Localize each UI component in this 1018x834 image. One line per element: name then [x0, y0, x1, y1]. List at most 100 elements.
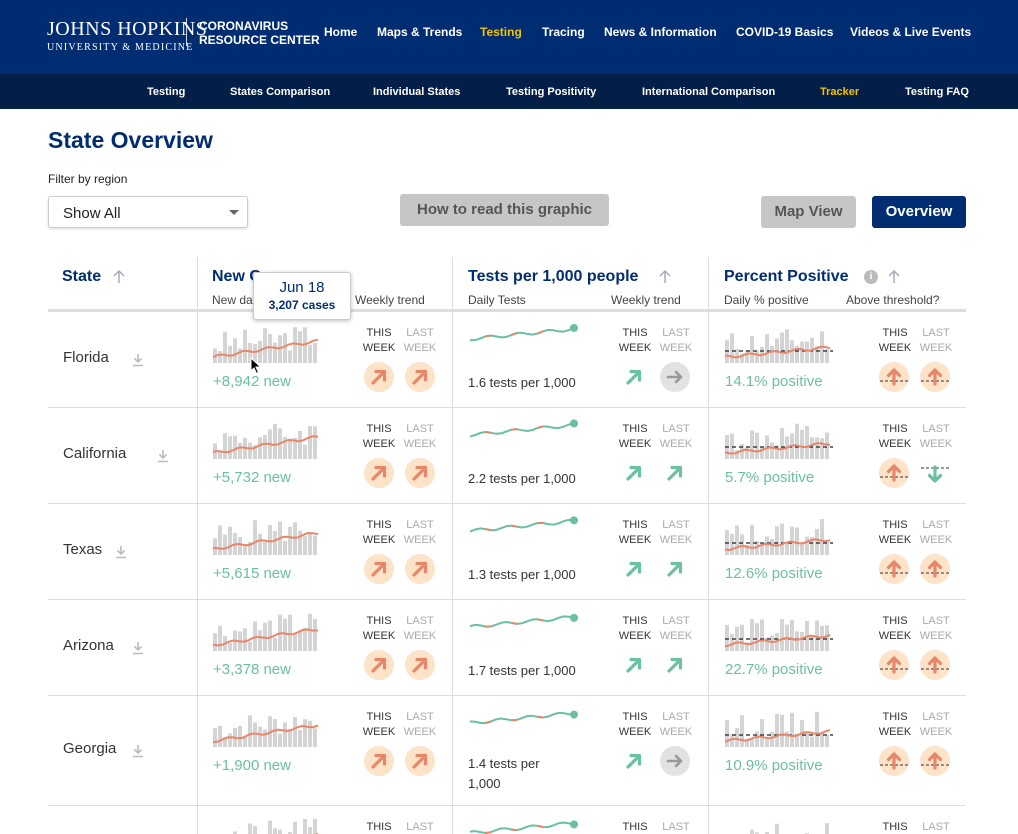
logo-line-1: JOHNS HOPKINS: [47, 18, 208, 40]
sparkline-bar: [770, 538, 774, 555]
threshold-above-badge: [920, 554, 950, 584]
overview-button[interactable]: Overview: [872, 196, 966, 228]
diagonal-up-arrow-icon: [371, 369, 387, 385]
sparkline-bar: [228, 345, 232, 363]
last-week-label: LAST WEEK: [403, 518, 437, 548]
last-week-label: LAST WEEK: [659, 710, 693, 740]
sparkline-bar: [298, 730, 302, 747]
nav-news-information[interactable]: News & Information: [604, 25, 717, 39]
last-week-line1: LAST: [662, 423, 690, 435]
col-header-state[interactable]: State: [62, 268, 102, 285]
subnav-testing-faq[interactable]: Testing FAQ: [905, 86, 969, 98]
tests-per-1000-value: 1.7 tests per 1,000: [468, 663, 576, 678]
sort-arrow-icon[interactable]: [659, 270, 671, 284]
tests-sparkline-chart[interactable]: [468, 607, 580, 637]
col-header-percent-positive[interactable]: Percent Positive: [724, 268, 849, 285]
last-week-label: LAST WEEK: [403, 326, 437, 356]
daily-sparkline-chart[interactable]: [213, 613, 321, 653]
sparkline-bar: [820, 519, 824, 555]
resource-center-logo[interactable]: CORONAVIRUS RESOURCE CENTER: [199, 19, 320, 47]
nav-videos-live-events[interactable]: Videos & Live Events: [850, 25, 972, 39]
nav-home[interactable]: Home: [324, 25, 358, 39]
download-icon[interactable]: [132, 353, 144, 367]
this-week-line1: THIS: [366, 423, 392, 435]
daily-sparkline-chart[interactable]: [213, 819, 321, 834]
tests-sparkline-chart[interactable]: [468, 415, 580, 445]
col-header-new-cases[interactable]: New C: [212, 268, 261, 285]
this-week-line2: WEEK: [618, 342, 652, 354]
info-icon[interactable]: i: [864, 270, 878, 284]
jhu-logo[interactable]: JOHNS HOPKINS UNIVERSITY & MEDICINE: [47, 18, 207, 53]
map-view-button[interactable]: Map View: [761, 196, 856, 228]
tests-trend-segment: [511, 621, 517, 625]
this-week-line2: WEEK: [362, 342, 396, 354]
last-week-line2: WEEK: [919, 726, 953, 738]
nav-covid-basics[interactable]: COVID-19 Basics: [736, 25, 834, 39]
tests-per-1000-value: 2.2 tests per 1,000: [468, 471, 576, 486]
sparkline-bar: [218, 726, 222, 747]
download-icon[interactable]: [132, 641, 144, 655]
sparkline-bar: [740, 353, 744, 363]
download-icon[interactable]: [115, 545, 127, 559]
subnav-international-comparison[interactable]: International Comparison: [642, 86, 776, 98]
row-divider: [48, 503, 966, 504]
sparkline-bar: [815, 437, 819, 459]
region-select[interactable]: Show All: [48, 196, 248, 228]
last-week-line1: LAST: [662, 615, 690, 627]
download-icon[interactable]: [132, 744, 144, 758]
daily-sparkline-chart[interactable]: [213, 325, 321, 365]
nav-tracing[interactable]: Tracing: [542, 25, 585, 39]
subnav-testing-positivity[interactable]: Testing Positivity: [506, 86, 597, 98]
subnav-tracker[interactable]: Tracker: [820, 86, 860, 98]
sparkline-bar: [248, 641, 252, 651]
nav-testing[interactable]: Testing: [480, 25, 522, 39]
col-header-tests[interactable]: Tests per 1,000 people: [468, 268, 639, 285]
sort-arrow-icon[interactable]: [113, 270, 125, 284]
daily-sparkline-chart[interactable]: [725, 709, 833, 749]
state-name[interactable]: Florida: [63, 349, 109, 366]
how-to-read-button[interactable]: How to read this graphic: [400, 194, 609, 226]
row-divider: [48, 695, 966, 696]
daily-sparkline-chart[interactable]: [725, 517, 833, 557]
nav-maps-trends[interactable]: Maps & Trends: [377, 25, 463, 39]
daily-sparkline-chart[interactable]: [213, 517, 321, 557]
state-name[interactable]: Texas: [63, 541, 103, 558]
sparkline-bar: [288, 438, 292, 459]
sparkline-bar: [248, 823, 252, 834]
tests-sparkline-chart[interactable]: [468, 813, 580, 834]
sparkline-trend-line: [725, 442, 831, 455]
sparkline-bar: [770, 731, 774, 747]
daily-sparkline-chart[interactable]: [725, 421, 833, 461]
sparkline-bar: [248, 542, 252, 555]
sparkline-bar: [253, 621, 257, 651]
tests-trend-segment: [537, 618, 544, 622]
daily-sparkline-chart[interactable]: [213, 709, 321, 749]
state-name[interactable]: Georgia: [63, 740, 117, 757]
sort-arrow-icon[interactable]: [888, 270, 900, 284]
last-week-label: LAST WEEK: [659, 518, 693, 548]
sparkline-bar: [735, 626, 739, 651]
sparkline-bar: [273, 342, 277, 363]
download-icon[interactable]: [157, 449, 169, 463]
subnav-testing[interactable]: Testing: [147, 86, 186, 98]
subnav-individual-states[interactable]: Individual States: [373, 86, 461, 98]
daily-sparkline-chart[interactable]: [213, 421, 321, 461]
daily-sparkline-chart[interactable]: [725, 325, 833, 365]
daily-sparkline-chart[interactable]: [725, 819, 833, 834]
sparkline-bar: [273, 828, 277, 834]
daily-sparkline-chart[interactable]: [725, 613, 833, 653]
last-week-label: LAST WEEK: [659, 422, 693, 452]
tests-sparkline-chart[interactable]: [468, 319, 580, 349]
tests-sparkline-chart[interactable]: [468, 703, 580, 733]
tests-sparkline-chart[interactable]: [468, 511, 580, 541]
last-week-label: LAST WEEK: [403, 422, 437, 452]
sparkline-trend-line: [725, 728, 831, 743]
sparkline-bar: [248, 442, 252, 459]
sparkline-trend-line: [213, 531, 319, 550]
subnav-states-comparison[interactable]: States Comparison: [230, 86, 331, 98]
state-name[interactable]: Arizona: [63, 637, 114, 654]
threshold-above-badge: [879, 746, 909, 776]
header-divider: [48, 309, 966, 312]
state-name[interactable]: California: [63, 445, 127, 462]
